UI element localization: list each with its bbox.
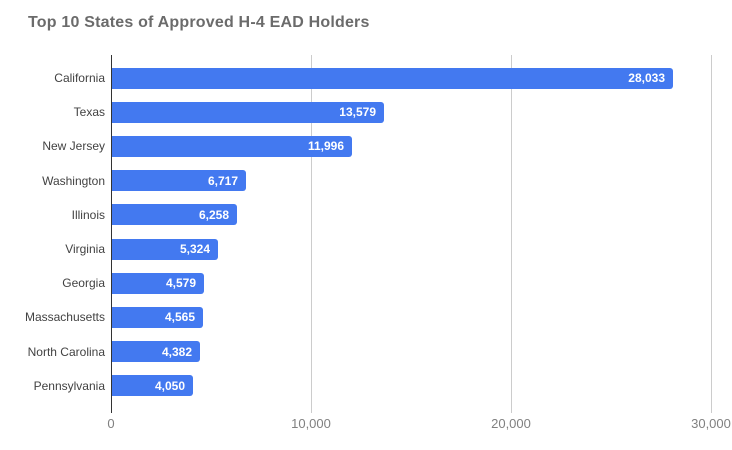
bar-value-label: 11,996 (307, 139, 344, 154)
category-label: Virginia (65, 242, 105, 256)
category-label: New Jersey (42, 139, 105, 154)
gridline (711, 55, 712, 413)
category-label: Texas (73, 105, 105, 120)
category-label: Illinois (71, 207, 105, 222)
x-tick-label: 0 (107, 416, 115, 431)
bar-north-carolina[interactable]: 4,382 (112, 341, 200, 363)
bar-california[interactable]: 28,033 (112, 67, 673, 89)
category-label: California (54, 71, 105, 85)
bar-georgia[interactable]: 4,579 (112, 272, 204, 294)
x-tick-label: 20,000 (491, 416, 531, 431)
bar-value-label: 4,579 (165, 276, 196, 291)
bar-value-label: 13,579 (339, 105, 376, 120)
chart-title: Top 10 States of Approved H-4 EAD Holder… (28, 14, 370, 31)
bar-value-label: 5,324 (179, 242, 210, 256)
bar-value-label: 6,717 (207, 173, 238, 188)
category-label: Massachusetts (24, 310, 105, 325)
y-axis-baseline (111, 55, 112, 413)
bar-massachusetts[interactable]: 4,565 (112, 306, 203, 328)
bar-washington[interactable]: 6,717 (112, 170, 246, 192)
bar-value-label: 28,033 (628, 71, 665, 85)
bar-value-label: 4,382 (161, 344, 192, 359)
category-label: Georgia (62, 276, 105, 291)
bar-value-label: 4,050 (154, 378, 185, 393)
gridline (311, 55, 312, 413)
category-label: Pennsylvania (33, 378, 105, 393)
bar-value-label: 6,258 (198, 207, 229, 222)
category-label: North Carolina (27, 344, 105, 359)
bar-pennsylvania[interactable]: 4,050 (112, 375, 193, 397)
bar-new-jersey[interactable]: 11,996 (112, 135, 352, 157)
x-tick-label: 30,000 (691, 416, 731, 431)
x-tick-label: 10,000 (291, 416, 331, 431)
plot-area: 28,033 13,579 11,996 6,717 6,258 5,324 4,579 4,… (111, 55, 712, 413)
bar-illinois[interactable]: 6,258 (112, 204, 237, 226)
gridline (511, 55, 512, 413)
bar-virginia[interactable]: 5,324 (112, 238, 218, 260)
bar-texas[interactable]: 13,579 (112, 101, 384, 123)
bar-value-label: 4,565 (164, 310, 195, 325)
category-label: Washington (42, 173, 105, 188)
